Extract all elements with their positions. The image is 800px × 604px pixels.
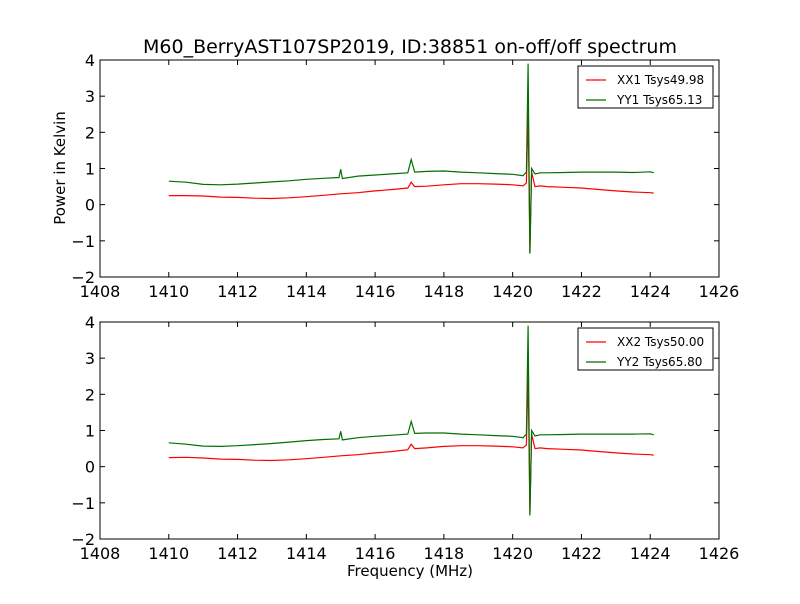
panel-2-ytick-label: 0	[85, 458, 95, 477]
panel-2-ytick-label: −2	[71, 530, 95, 549]
panel-1: 1408 1410 1412 1414 1416 1418 1420 1422 1424 1426…	[71, 51, 739, 301]
panel-1-legend-label-yy: YY1 Tsys65.13	[616, 93, 702, 107]
panel-1-ytick-label: −1	[71, 232, 95, 251]
panel-1-series-yy-line	[168, 63, 654, 254]
panel-1-xtick-label: 1414	[286, 282, 327, 301]
panel-1-xtick-label: 1418	[424, 282, 465, 301]
panel-2-xtick-label: 1418	[424, 544, 465, 563]
panel-2-xtick-label: 1414	[286, 544, 327, 563]
panel-1-xtick-label: 1412	[217, 282, 258, 301]
panel-2-xtick-label: 1422	[561, 544, 602, 563]
panel-2-xtick-label: 1410	[148, 544, 189, 563]
panel-2-ytick-label: 1	[85, 422, 95, 441]
panel-2-ytick-label: −1	[71, 494, 95, 513]
panel-2-series-xx-line	[168, 372, 654, 514]
panel-1-xtick-label: 1410	[148, 282, 189, 301]
panel-1-ytick-label: 1	[85, 160, 95, 179]
x-axis-label: Frequency (MHz)	[347, 562, 473, 580]
panel-2-xtick-label: 1408	[80, 544, 121, 563]
panel-2-xtick-label: 1424	[630, 544, 671, 563]
panel-1-series-xx-line	[168, 110, 654, 254]
panel-1-xtick-label: 1424	[630, 282, 671, 301]
panel-2: 1408 1410 1412 1414 1416 1418 1420 1422 1424 1426…	[71, 313, 739, 563]
panel-1-xtick-label: 1416	[355, 282, 396, 301]
panel-2-xtick-label: 1420	[492, 544, 533, 563]
panel-2-ytick-label: 2	[85, 385, 95, 404]
panel-2-legend-box	[577, 327, 714, 371]
panel-2-xtick-label: 1426	[699, 544, 740, 563]
panel-2-legend-label-yy: YY2 Tsys65.80	[616, 355, 702, 369]
panel-1-legend-label-xx: XX1 Tsys49.98	[617, 73, 704, 87]
panel-1-xtick-label: 1420	[492, 282, 533, 301]
panels-group: 1408 1410 1412 1414 1416 1418 1420 1422 1424 1426…	[71, 51, 739, 563]
panel-1-ytick-label: 2	[85, 123, 95, 142]
panel-2-ytick-label: 3	[85, 349, 95, 368]
panel-2-xtick-label: 1416	[355, 544, 396, 563]
panel-1-ytick-label: 0	[85, 196, 95, 215]
panel-1-ytick-label: 3	[85, 87, 95, 106]
panel-1-xtick-label: 1408	[80, 282, 121, 301]
panel-2-series-yy-line	[168, 325, 654, 516]
panel-1-xtick-label: 1426	[699, 282, 740, 301]
panel-2-xtick-label: 1412	[217, 544, 258, 563]
panel-1-ytick-label: 4	[85, 51, 95, 70]
figure-title: M60_BerryAST107SP2019, ID:38851 on-off/o…	[143, 36, 677, 58]
panel-1-xtick-label: 1422	[561, 282, 602, 301]
panel-1-legend-box	[577, 65, 714, 109]
y-axis-label: Power in Kelvin	[51, 111, 69, 225]
panel-1-ytick-label: −2	[71, 268, 95, 287]
panel-2-ytick-label: 4	[85, 313, 95, 332]
panel-2-legend-label-xx: XX2 Tsys50.00	[617, 335, 704, 349]
